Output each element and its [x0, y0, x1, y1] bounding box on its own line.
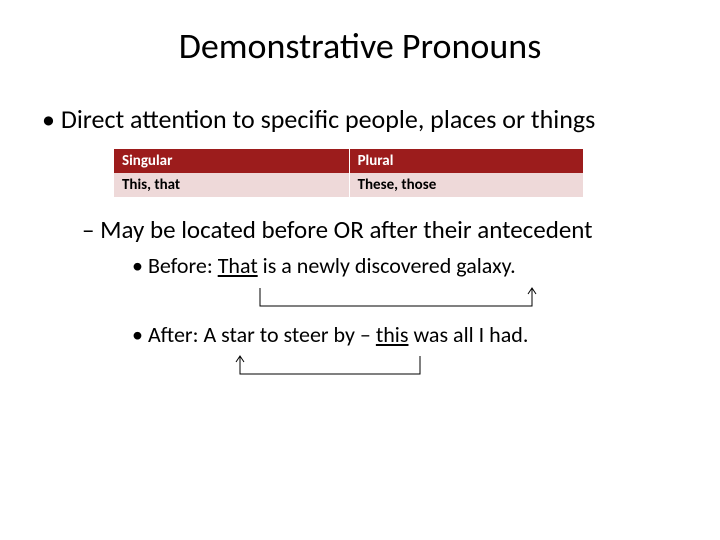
cell-singular: This, that [114, 173, 349, 197]
cell-plural: These, those [349, 173, 583, 197]
example-after: After: A star to steer by – this was all… [132, 322, 680, 348]
after-label: After: A star to steer by – [148, 321, 376, 348]
col-singular: Singular [114, 149, 349, 173]
bracket-after [132, 354, 452, 380]
table-header-row: Singular Plural [114, 149, 584, 173]
col-plural: Plural [349, 149, 583, 173]
bullet-sub: May be located before OR after their ant… [82, 215, 680, 245]
before-rest: is a newly discovered galaxy. [258, 252, 516, 279]
before-label: Before: [148, 252, 218, 279]
bullet-main: Direct attention to specific people, pla… [42, 104, 680, 135]
table-row: This, that These, those [114, 173, 584, 197]
pronoun-table: Singular Plural This, that These, those [114, 149, 584, 197]
before-underlined: That [218, 252, 258, 279]
example-before: Before: That is a newly discovered galax… [132, 253, 680, 279]
page-title: Demonstrative Pronouns [40, 24, 680, 68]
after-rest: was all I had. [408, 321, 528, 348]
bracket-before [132, 286, 562, 312]
after-underlined: this [376, 321, 409, 348]
